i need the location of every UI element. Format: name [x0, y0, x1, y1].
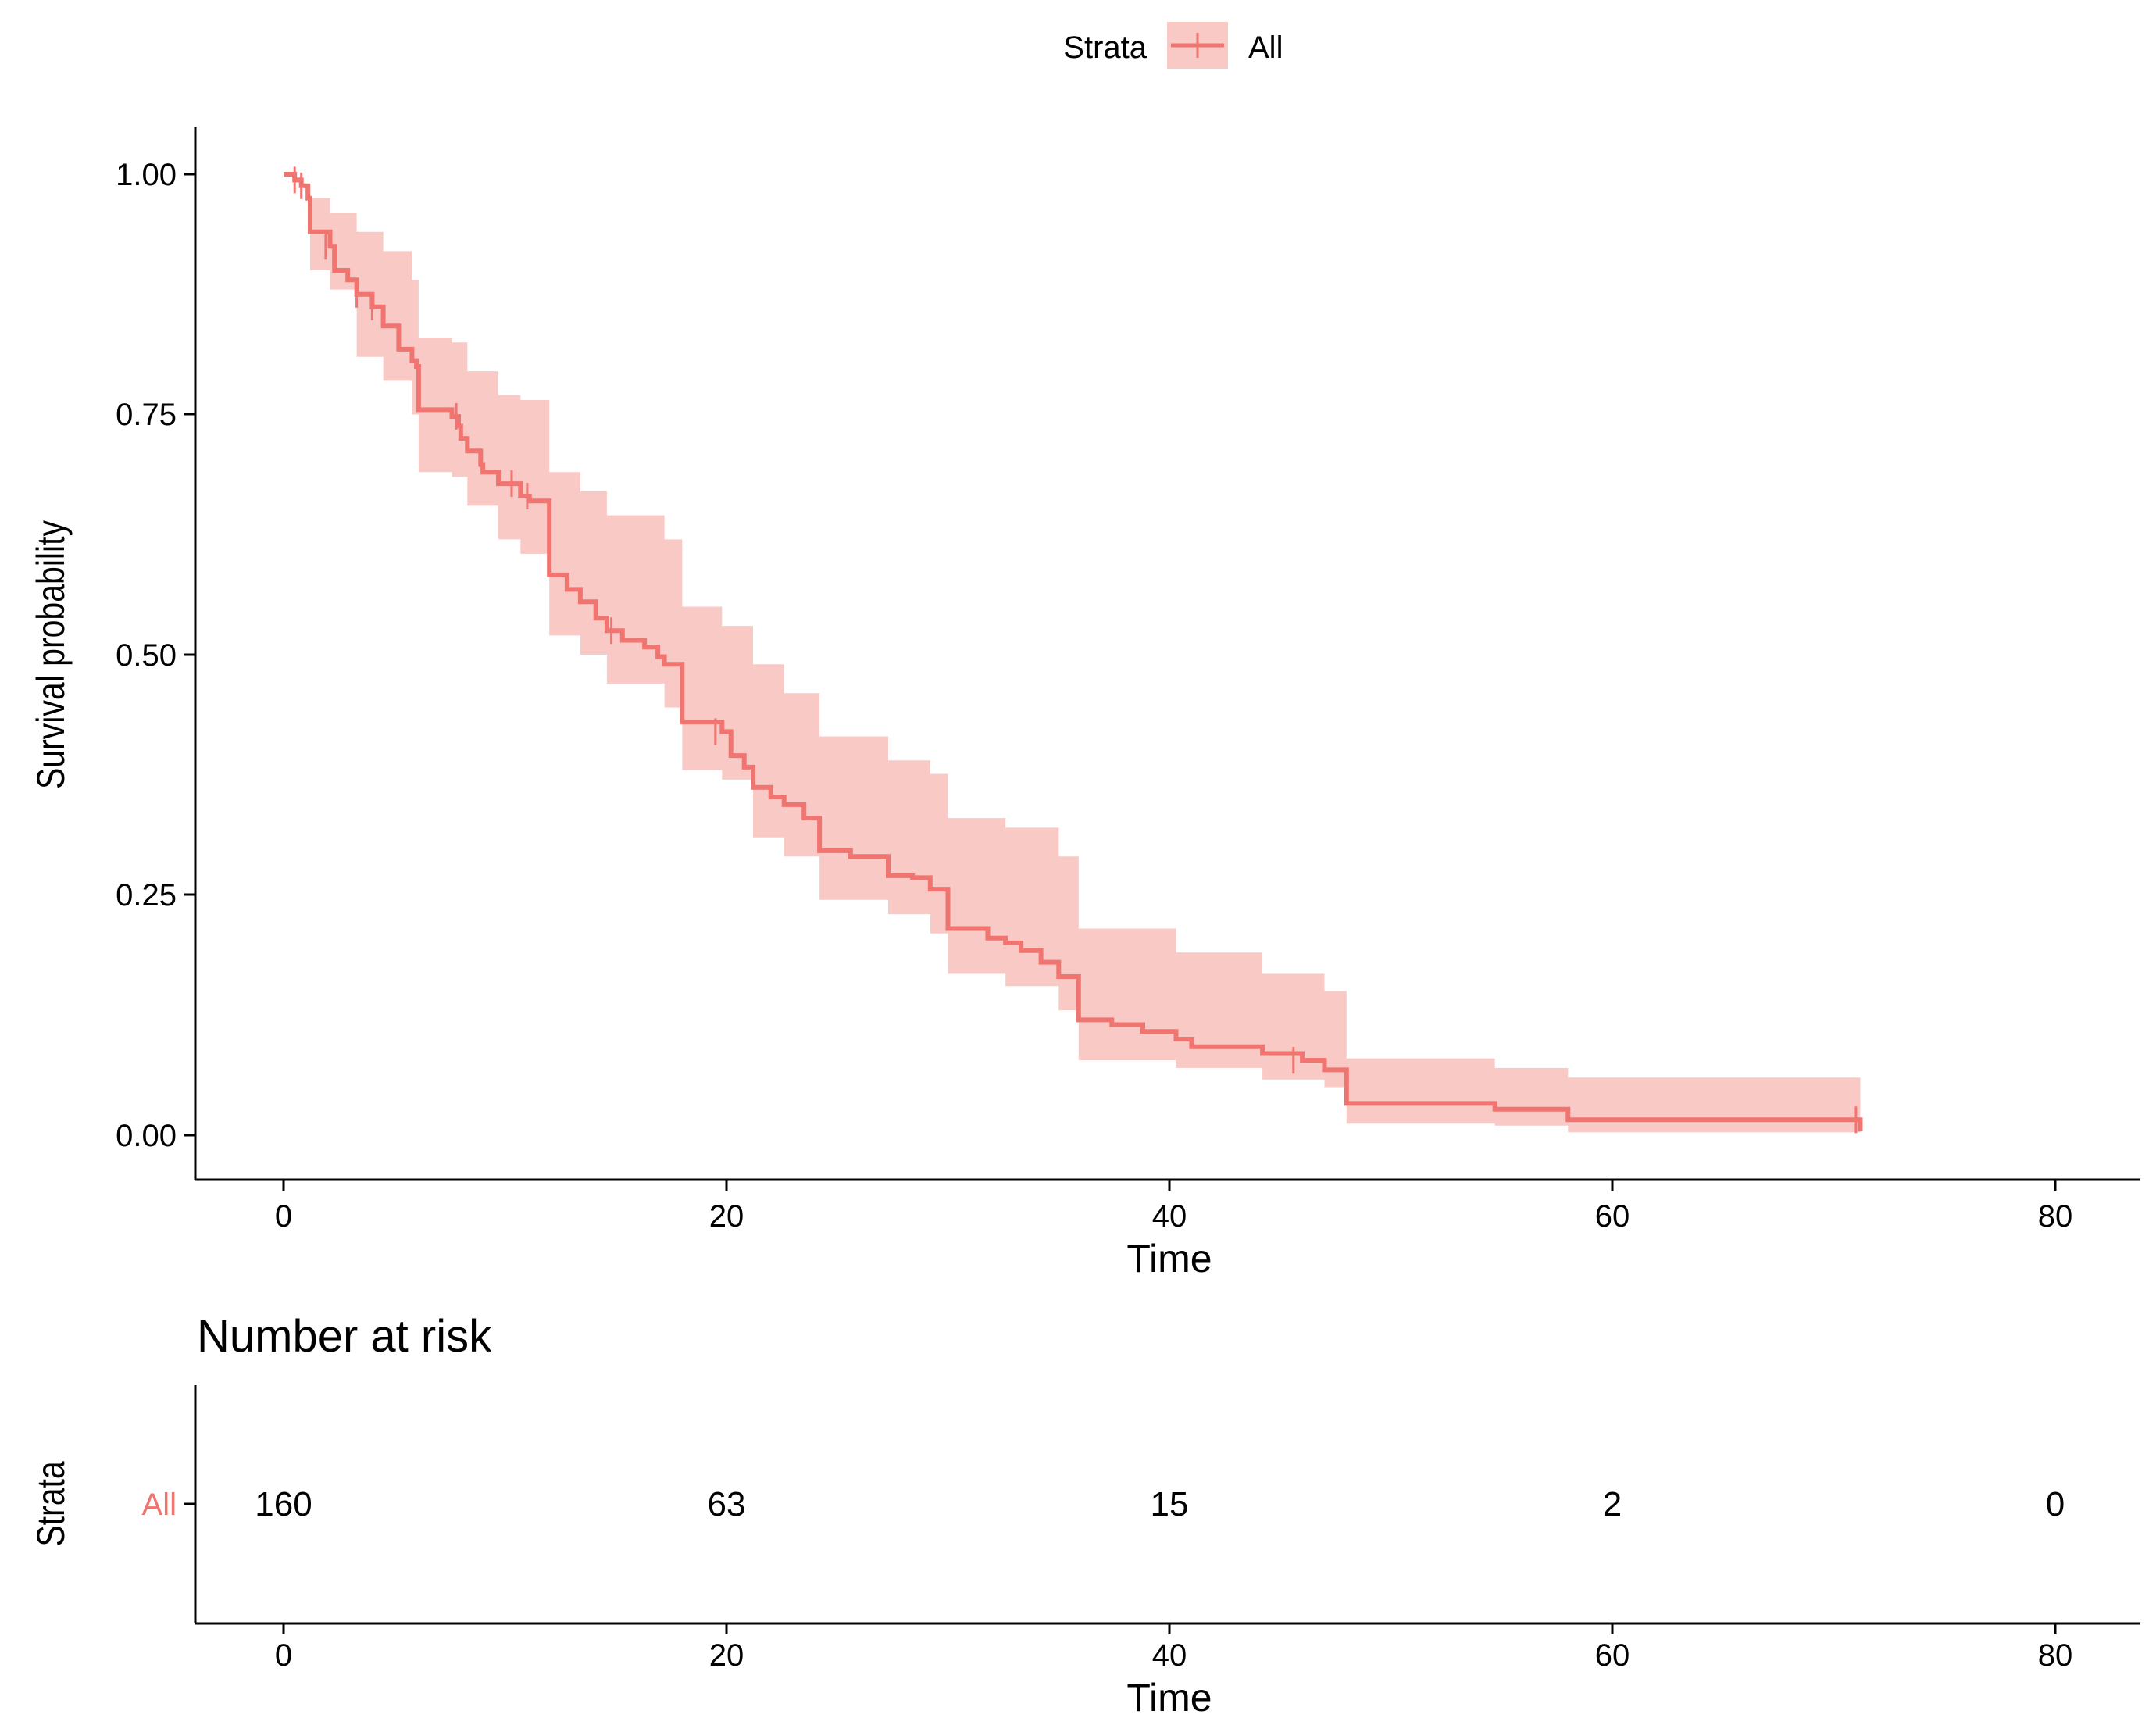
risk-count-cell: 63 — [708, 1485, 746, 1523]
x-tick-label: 20 — [709, 1199, 744, 1234]
x-axis-ticks: 0 20 40 60 80 — [275, 1180, 2072, 1234]
risk-table: Number at risk All Strata 160 63 15 2 0 … — [29, 1311, 2140, 1720]
risk-count-cell: 15 — [1151, 1485, 1189, 1523]
x-axis-title: Time — [1126, 1237, 1212, 1280]
x-tick-label: 40 — [1152, 1638, 1187, 1673]
legend: Strata All — [1063, 22, 1283, 69]
risk-table-row-label-all: All — [142, 1488, 177, 1522]
risk-count-cell: 0 — [2046, 1485, 2065, 1523]
x-tick-label: 0 — [275, 1638, 292, 1673]
legend-entry-all: All — [1248, 30, 1283, 65]
x-tick-label: 20 — [709, 1638, 744, 1673]
censor-marks — [293, 166, 1858, 1134]
x-tick-label: 60 — [1595, 1638, 1630, 1673]
legend-title: Strata — [1063, 30, 1147, 65]
y-tick-label: 0.75 — [116, 398, 177, 432]
y-tick-label: 0.25 — [116, 878, 177, 912]
x-tick-label: 0 — [275, 1199, 292, 1234]
risk-table-x-ticks: 0 20 40 60 80 — [275, 1623, 2072, 1673]
x-tick-label: 80 — [2038, 1199, 2073, 1234]
risk-table-title: Number at risk — [197, 1311, 492, 1362]
survival-curve — [284, 172, 1863, 1132]
risk-count-cell: 160 — [255, 1485, 312, 1523]
x-tick-label: 40 — [1152, 1199, 1187, 1234]
risk-table-y-axis-title: Strata — [29, 1461, 73, 1547]
y-tick-label: 1.00 — [116, 158, 177, 192]
x-tick-label: 60 — [1595, 1199, 1630, 1234]
y-tick-label: 0.00 — [116, 1119, 177, 1153]
y-axis-title: Survival probability — [29, 520, 73, 789]
y-axis-ticks: 1.00 0.75 0.50 0.25 0.00 — [116, 158, 195, 1153]
x-tick-label: 80 — [2038, 1638, 2073, 1673]
confidence-band — [284, 174, 1861, 1135]
y-tick-label: 0.50 — [116, 638, 177, 673]
risk-count-cell: 2 — [1603, 1485, 1622, 1523]
survival-plot: 1.00 0.75 0.50 0.25 0.00 0 20 40 60 80 T… — [29, 127, 2140, 1280]
risk-table-x-axis-title: Time — [1126, 1676, 1212, 1720]
